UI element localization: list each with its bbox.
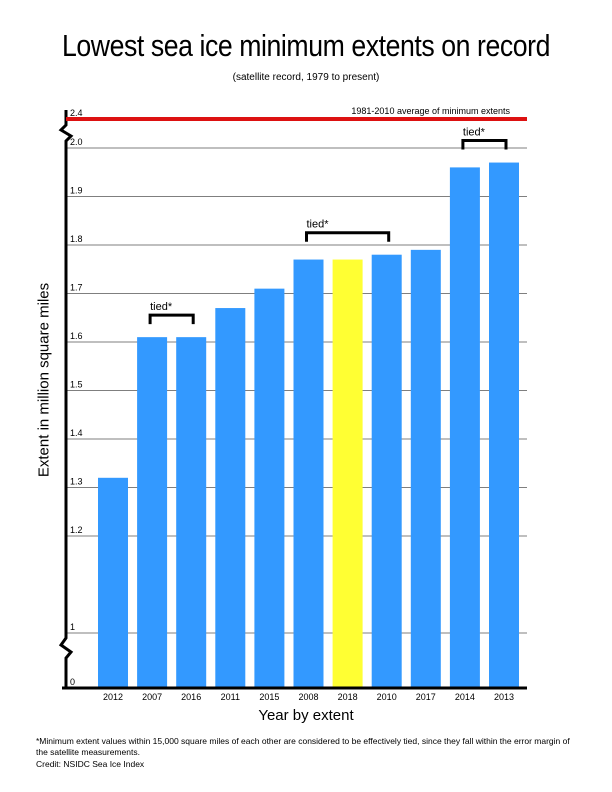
y-axis-line <box>58 110 74 689</box>
bar-2012 <box>98 477 128 688</box>
bar-2008 <box>293 259 324 688</box>
y-tick-label: 1.4 <box>70 428 83 438</box>
bar-2010 <box>371 254 402 688</box>
y-tick-label: 1.5 <box>70 380 83 390</box>
bar-chart: 0 1 1.2 1.3 1.4 1.5 1.6 1.7 1.8 1.9 2.0 2.4 2012 200… <box>58 106 527 700</box>
x-tick-label: 2007 <box>142 692 162 700</box>
footnote: *Minimum extent values within 15,000 squ… <box>36 736 570 757</box>
y-axis <box>58 110 527 690</box>
x-tick-label: 2008 <box>298 692 318 700</box>
y-tick-label: 1.2 <box>70 525 83 535</box>
y-tick-labels: 0 1 1.2 1.3 1.4 1.5 1.6 1.7 1.8 1.9 2.0 2.4 <box>70 108 83 687</box>
tied-bracket <box>305 231 391 242</box>
y-tick-label: 1.8 <box>70 234 83 244</box>
x-tick-label: 2013 <box>494 692 514 700</box>
bar-2017 <box>410 249 441 688</box>
x-tick-labels: 2012 2007 2016 2011 2015 2008 2018 2010 2017 2014… <box>103 692 514 700</box>
tied-bracket <box>148 313 195 325</box>
x-tick-label: 2010 <box>377 692 397 700</box>
credit: Credit: NSIDC Sea Ice Index <box>36 759 145 769</box>
y-axis-label: Extent in million square miles <box>35 282 53 478</box>
x-tick-label: 2011 <box>221 692 240 700</box>
y-tick-label: 2.0 <box>70 137 83 147</box>
tied-label: tied* <box>463 127 486 139</box>
bar-2013 <box>489 162 519 689</box>
reference-line: 1981-2010 average of minimum extents <box>66 106 527 121</box>
y-tick-label: 1.7 <box>70 283 83 293</box>
tied-bracket <box>461 139 508 150</box>
chart-subtitle: (satellite record, 1979 to present) <box>232 72 380 83</box>
y-tick-label: 2.4 <box>70 108 83 118</box>
bar-2018 <box>332 259 363 688</box>
bar-2007 <box>137 337 168 688</box>
y-tick-label: 0 <box>70 677 75 687</box>
x-tick-label: 2015 <box>259 692 279 700</box>
y-tick-label: 1 <box>70 622 75 632</box>
y-tick-label: 1.3 <box>70 477 83 487</box>
tied-label: tied* <box>307 219 330 231</box>
bar-2016 <box>176 337 207 688</box>
y-tick-label: 1.9 <box>70 186 83 196</box>
reference-line-label: 1981-2010 average of minimum extents <box>351 106 510 116</box>
x-tick-label: 2014 <box>455 692 475 700</box>
tied-brackets: tied* tied* tied* <box>148 127 508 325</box>
bars <box>98 162 519 689</box>
y-tick-label: 1.6 <box>70 331 83 341</box>
bar-2014 <box>449 167 480 688</box>
x-tick-label: 2017 <box>416 692 436 700</box>
bar-2015 <box>254 288 285 688</box>
x-tick-label: 2012 <box>103 692 123 700</box>
tied-label: tied* <box>150 301 173 313</box>
x-tick-label: 2016 <box>181 692 201 700</box>
chart-title: Lowest sea ice minimum extents on record <box>61 28 551 63</box>
x-tick-label: 2018 <box>338 692 358 700</box>
x-axis-label: Year by extent <box>258 707 354 724</box>
bar-2011 <box>215 308 246 688</box>
